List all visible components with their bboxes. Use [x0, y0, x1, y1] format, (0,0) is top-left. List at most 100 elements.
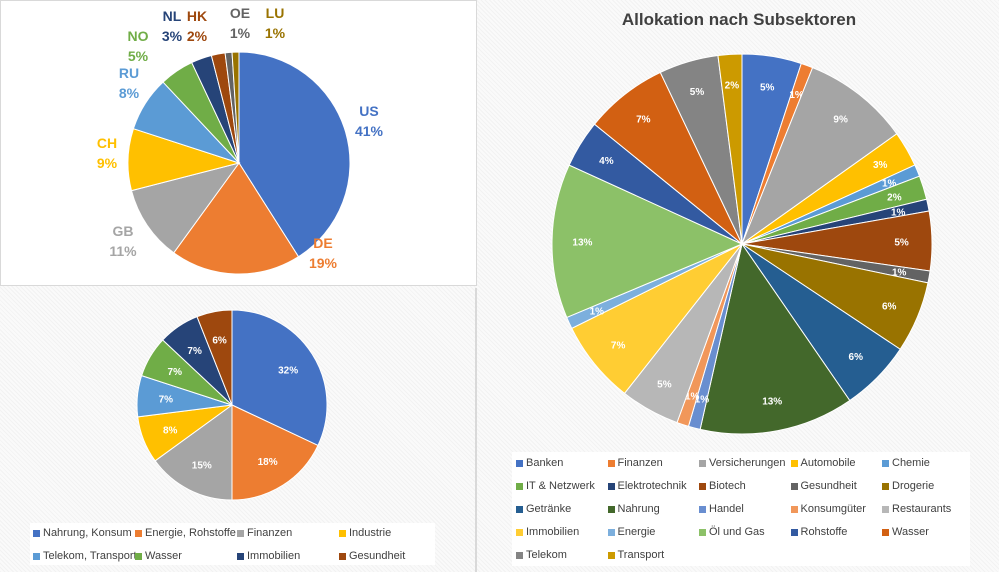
- legend-item[interactable]: Drogerie: [882, 480, 934, 492]
- legend-label: Gesundheit: [349, 550, 406, 562]
- legend-label: Industrie: [349, 527, 392, 539]
- legend-item[interactable]: Gesundheit: [790, 480, 857, 492]
- data-label: 1%: [695, 394, 710, 405]
- legend-label: Wasser: [145, 550, 182, 562]
- legend-item[interactable]: Telekom: [516, 549, 567, 561]
- legend-label: Automobile: [800, 457, 856, 469]
- legend-swatch: [790, 459, 798, 467]
- category-label: GB: [113, 223, 134, 239]
- legend-label: Versicherungen: [709, 457, 786, 469]
- legend-label: Wasser: [892, 526, 929, 538]
- legend-swatch: [790, 505, 798, 513]
- legend-swatch: [699, 505, 706, 513]
- pie-slice-nahrung-konsum[interactable]: [231, 309, 328, 447]
- data-label: 18%: [258, 457, 278, 468]
- pie-slice-lu[interactable]: [231, 51, 240, 164]
- data-label: 3%: [873, 160, 888, 171]
- data-label: 5%: [128, 48, 149, 64]
- legend-item[interactable]: Energie: [607, 526, 655, 538]
- data-label: 8%: [163, 425, 178, 436]
- data-label: 1%: [590, 306, 605, 317]
- legend-item[interactable]: Telekom, Transport: [33, 550, 137, 562]
- legend-item[interactable]: Finanzen: [237, 527, 292, 539]
- data-label: 7%: [187, 346, 202, 357]
- subsector-legend: Banken Finanzen Versicherungen Automobile Ch…: [512, 452, 970, 566]
- legend-item[interactable]: Handel: [699, 503, 744, 515]
- legend-label: Energie, Rohstoffe: [145, 527, 236, 539]
- category-label: NL: [163, 8, 182, 24]
- legend-item[interactable]: Automobile: [790, 457, 856, 469]
- data-label: 7%: [168, 367, 183, 378]
- legend-swatch: [882, 482, 889, 490]
- legend-label: Elektrotechnik: [617, 480, 687, 492]
- pie-slice-transport[interactable]: [717, 53, 743, 245]
- category-label: LU: [266, 5, 285, 21]
- data-label: 9%: [97, 155, 118, 171]
- legend-item[interactable]: Getränke: [516, 503, 571, 515]
- legend-item[interactable]: Biotech: [699, 480, 746, 492]
- legend-item[interactable]: IT & Netzwerk: [516, 480, 595, 492]
- legend-item[interactable]: Industrie: [339, 527, 391, 539]
- pie-slice-energie-rohstoffe[interactable]: [231, 404, 319, 501]
- data-label: 1%: [265, 25, 286, 41]
- data-label: 15%: [192, 460, 212, 471]
- pie-slice-gb[interactable]: [130, 162, 241, 254]
- legend-item[interactable]: Banken: [516, 457, 563, 469]
- legend-swatch: [790, 482, 798, 490]
- country-pie-chart: US 41% DE 19% GB 11% CH 9% RU 8% NO 5% NL 3%HK 2% OE 1% L…: [97, 5, 384, 275]
- legend-swatch: [882, 528, 889, 536]
- legend-item[interactable]: Öl und Gas: [699, 526, 765, 538]
- data-label: 5%: [690, 87, 705, 98]
- pie-slice-de[interactable]: [173, 162, 300, 275]
- legend-label: Rohstoffe: [800, 526, 848, 538]
- legend-swatch: [516, 482, 523, 490]
- pie-slice-nahrung[interactable]: [699, 242, 851, 435]
- legend-item[interactable]: Finanzen: [607, 457, 663, 469]
- legend-swatch: [339, 529, 346, 537]
- legend-swatch: [699, 528, 706, 536]
- legend-item[interactable]: Wasser: [135, 550, 182, 562]
- legend-item[interactable]: Elektrotechnik: [607, 480, 687, 492]
- legend-item[interactable]: Versicherungen: [699, 457, 785, 469]
- data-label: 13%: [762, 397, 782, 408]
- data-label: 3%: [162, 28, 183, 44]
- legend-item[interactable]: Rohstoffe: [790, 526, 848, 538]
- legend-swatch: [33, 529, 40, 537]
- data-label: 1%: [789, 90, 804, 101]
- legend-label: Getränke: [526, 503, 572, 515]
- legend-item[interactable]: Immobilien: [516, 526, 579, 538]
- legend-swatch: [237, 529, 244, 537]
- data-label: 5%: [657, 379, 672, 390]
- pie-slice-öl-und-gas[interactable]: [551, 164, 744, 319]
- legend-label: Nahrung: [617, 503, 660, 515]
- legend-swatch: [516, 505, 523, 513]
- legend-item[interactable]: Energie, Rohstoffe: [135, 527, 236, 539]
- data-label: 7%: [159, 395, 174, 406]
- chart-title: Allokation nach Subsektoren: [621, 10, 857, 29]
- legend-item[interactable]: Immobilien: [237, 550, 300, 562]
- legend-item[interactable]: Nahrung: [607, 503, 660, 515]
- legend-item[interactable]: Nahrung, Konsum: [33, 527, 132, 539]
- pie-slice-versicherungen[interactable]: [740, 66, 898, 246]
- pie-slice-gesundheit[interactable]: [196, 309, 233, 406]
- subsector-pie-chart: 5%1%9%3%1%2%1%5%1%6%6%13%1%1%5%7%1%13%4%…: [551, 53, 933, 435]
- category-label: NO: [128, 28, 149, 44]
- data-label: 41%: [355, 123, 384, 139]
- data-label: 1%: [892, 268, 907, 279]
- legend-item[interactable]: Konsumgüter: [790, 503, 866, 515]
- pie-slice-us[interactable]: [238, 51, 351, 258]
- category-label: HK: [187, 8, 207, 24]
- legend-item[interactable]: Chemie: [882, 457, 930, 469]
- legend-swatch: [33, 552, 40, 560]
- legend-item[interactable]: Restaurants: [882, 503, 951, 515]
- legend-swatch: [516, 459, 523, 467]
- subsector-pie-panel: Allokation nach Subsektoren 5% 1% 9% 3% 1% 2%…: [479, 0, 999, 572]
- pie-slice-finanzen[interactable]: [154, 404, 233, 501]
- country-pie-panel: US 41% DE 19% GB 11% CH 9% RU 8% NO 5% NL 3% HK 2% OE 1% L…: [0, 0, 477, 286]
- legend-item[interactable]: Wasser: [882, 526, 929, 538]
- data-label: 6%: [849, 352, 864, 363]
- data-label: 7%: [636, 115, 651, 126]
- sector-pie-panel: 32% 18% 15% 8% 7% 7% 7% 6% Nahrung, Konsum Energ…: [0, 288, 477, 572]
- legend-item[interactable]: Gesundheit: [339, 550, 405, 562]
- legend-item[interactable]: Transport: [607, 549, 664, 561]
